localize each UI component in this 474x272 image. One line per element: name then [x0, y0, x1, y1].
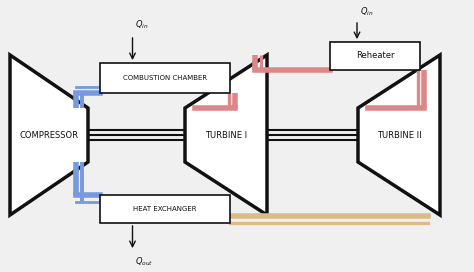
Text: COMPRESSOR: COMPRESSOR [19, 131, 79, 140]
Polygon shape [185, 55, 267, 215]
Polygon shape [358, 55, 440, 215]
Text: HEAT EXCHANGER: HEAT EXCHANGER [133, 206, 197, 212]
Bar [330, 42, 420, 70]
Text: TURBINE II: TURBINE II [377, 131, 421, 140]
Text: $Q_{in}$: $Q_{in}$ [360, 5, 374, 18]
Text: TURBINE I: TURBINE I [205, 131, 247, 140]
Polygon shape [10, 55, 88, 215]
Bar [100, 195, 230, 223]
Text: Reheater: Reheater [356, 51, 394, 60]
Text: $Q_{out}$: $Q_{out}$ [136, 255, 154, 267]
Bar [100, 63, 230, 93]
Text: COMBUSTION CHAMBER: COMBUSTION CHAMBER [123, 75, 207, 81]
Text: $Q_{in}$: $Q_{in}$ [136, 18, 149, 31]
